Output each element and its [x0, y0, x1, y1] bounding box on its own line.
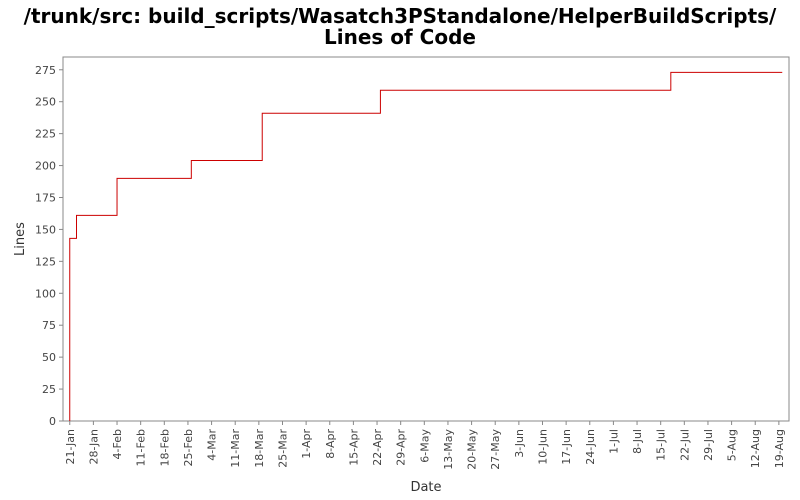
x-tick-label: 24-Jun	[584, 429, 597, 465]
series-line-0	[69, 71, 783, 421]
y-tick-label: 75	[42, 319, 56, 332]
x-tick-label: 22-Apr	[371, 429, 384, 466]
y-tick-label: 275	[35, 64, 56, 77]
x-tick-label: 27-May	[489, 429, 502, 470]
y-tick-label: 125	[35, 255, 56, 268]
y-tick-label: 25	[42, 383, 56, 396]
x-tick-label: 3-Jun	[513, 429, 526, 458]
chart-title-line2: Lines of Code	[324, 25, 476, 49]
x-tick-label: 25-Mar	[276, 429, 289, 468]
x-tick-label: 11-Feb	[135, 429, 148, 466]
y-tick-label: 50	[42, 351, 56, 364]
x-tick-label: 11-Mar	[229, 429, 242, 468]
x-tick-label: 28-Jan	[87, 429, 100, 465]
x-tick-label: 25-Feb	[182, 429, 195, 466]
y-tick-label: 100	[35, 287, 56, 300]
y-axis-label: Lines	[13, 222, 28, 256]
x-tick-label: 5-Aug	[726, 429, 739, 461]
y-tick-label: 225	[35, 128, 56, 141]
x-tick-label: 10-Jun	[536, 429, 549, 465]
y-tick-label: 150	[35, 223, 56, 236]
x-tick-label: 1-Apr	[300, 429, 313, 459]
x-tick-label: 1-Jul	[607, 429, 620, 454]
y-tick-label: 250	[35, 96, 56, 109]
x-tick-label: 29-Apr	[395, 429, 408, 466]
x-tick-label: 6-May	[418, 429, 431, 463]
x-tick-label: 18-Mar	[253, 429, 266, 468]
y-tick-label: 175	[35, 191, 56, 204]
x-tick-label: 12-Aug	[749, 429, 762, 468]
x-tick-label: 29-Jul	[702, 429, 715, 461]
y-tick-label: 0	[49, 415, 56, 428]
x-tick-label: 18-Feb	[158, 429, 171, 466]
x-tick-label: 21-Jan	[64, 429, 77, 465]
chart-title-line1: /trunk/src: build_scripts/Wasatch3PStand…	[23, 4, 777, 28]
x-tick-label: 4-Mar	[206, 429, 219, 461]
x-tick-label: 15-Jul	[655, 429, 668, 461]
x-tick-label: 20-May	[466, 429, 479, 470]
plot-area	[62, 56, 790, 422]
x-tick-label: 8-Apr	[324, 429, 337, 459]
x-tick-label: 13-May	[442, 429, 455, 470]
x-tick-label: 19-Aug	[773, 429, 786, 468]
x-tick-label: 8-Jul	[631, 429, 644, 454]
x-tick-label: 17-Jun	[560, 429, 573, 465]
x-tick-label: 22-Jul	[678, 429, 691, 461]
y-tick-label: 200	[35, 160, 56, 173]
x-axis-label: Date	[410, 480, 441, 495]
x-tick-label: 15-Apr	[347, 429, 360, 466]
x-tick-label: 4-Feb	[111, 429, 124, 459]
